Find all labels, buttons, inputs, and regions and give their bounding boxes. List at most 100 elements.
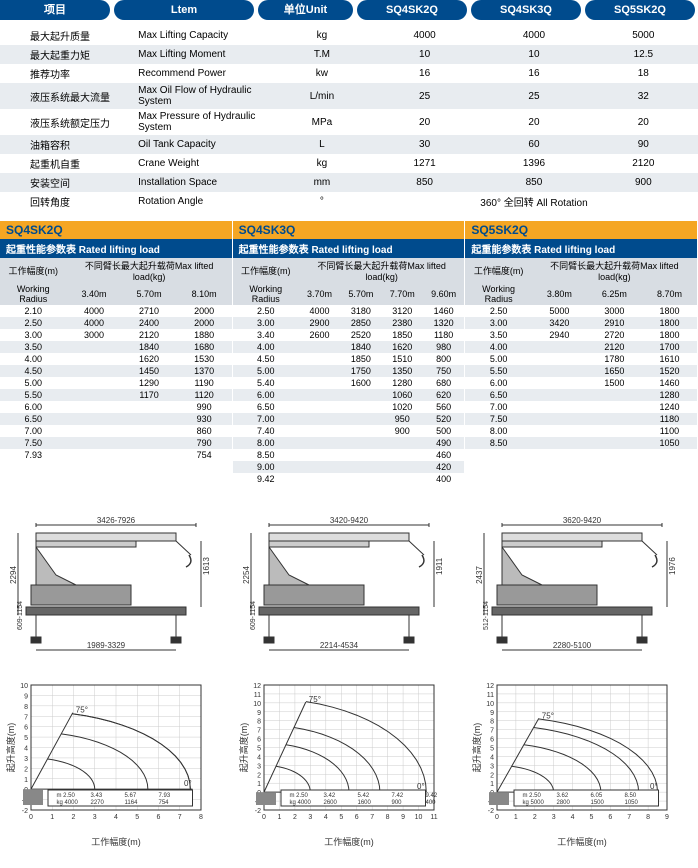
- cell: 3120: [382, 305, 423, 317]
- cell: 460: [423, 449, 464, 461]
- cell: 400: [423, 473, 464, 485]
- svg-text:4: 4: [490, 754, 494, 761]
- crane-diagram: 3420-9420 2254 1911 2214-4534 609-1154: [239, 515, 459, 655]
- svg-text:3: 3: [551, 814, 555, 821]
- svg-text:3.43: 3.43: [91, 793, 103, 799]
- cell: 1460: [423, 305, 464, 317]
- svg-text:0°: 0°: [184, 779, 192, 788]
- cell: [587, 425, 642, 437]
- svg-text:起升高度(m): 起升高度(m): [239, 723, 249, 773]
- spec-unit: MPa: [274, 109, 370, 135]
- cell: [122, 449, 177, 461]
- svg-text:8: 8: [490, 719, 494, 726]
- spec-zh: 液压系统额定压力: [0, 109, 134, 135]
- diagram-row: 3426-7926 2294 1613 1989-3329 609-1154 3…: [0, 515, 698, 655]
- cell: 7.50: [0, 437, 66, 449]
- cell: 1350: [382, 365, 423, 377]
- svg-text:4: 4: [24, 746, 28, 753]
- svg-text:1613: 1613: [202, 557, 211, 575]
- spec-val: 10: [479, 45, 588, 64]
- load-chart: 012345678-2-1012345678910 75°0° m 2.503.…: [6, 675, 206, 850]
- cell: 1020: [382, 401, 423, 413]
- cell: 620: [423, 389, 464, 401]
- svg-text:2600: 2600: [323, 800, 337, 806]
- col-hdr: 9.60m: [423, 283, 464, 305]
- svg-text:9.42: 9.42: [425, 793, 437, 799]
- svg-text:5.67: 5.67: [125, 793, 137, 799]
- cell: 4.50: [233, 353, 299, 365]
- chart-row: 012345678-2-1012345678910 75°0° m 2.503.…: [0, 675, 698, 855]
- svg-text:9: 9: [401, 814, 405, 821]
- svg-text:0: 0: [262, 814, 266, 821]
- spec-en: Recommend Power: [134, 64, 274, 83]
- col-hdr: 3.40m: [66, 283, 121, 305]
- cell: [299, 389, 340, 401]
- cell: 560: [423, 401, 464, 413]
- cell: [532, 353, 587, 365]
- svg-text:10: 10: [253, 701, 261, 708]
- svg-text:6: 6: [490, 737, 494, 744]
- cell: [122, 401, 177, 413]
- svg-text:7: 7: [178, 814, 182, 821]
- cell: [299, 461, 340, 473]
- cell: 1620: [122, 353, 177, 365]
- svg-text:1164: 1164: [125, 800, 139, 806]
- cell: [299, 401, 340, 413]
- cell: 1190: [177, 377, 232, 389]
- spec-en: Rotation Angle: [134, 192, 274, 211]
- spec-val: 10: [370, 45, 479, 64]
- model-name: SQ4SK3Q: [233, 221, 465, 239]
- svg-text:2800: 2800: [556, 800, 570, 806]
- svg-text:512-1154: 512-1154: [483, 601, 490, 630]
- cell: [340, 461, 381, 473]
- cell: 2520: [340, 329, 381, 341]
- cell: 754: [177, 449, 232, 461]
- cell: 8.50: [233, 449, 299, 461]
- svg-text:1911: 1911: [435, 557, 444, 575]
- lift-table: 工作幅度(m)不同臂长最大起升载荷Max lifted load(kg) Wor…: [0, 258, 232, 461]
- svg-text:754: 754: [159, 800, 170, 806]
- svg-text:3: 3: [257, 763, 261, 770]
- svg-text:3426-7926: 3426-7926: [97, 516, 136, 525]
- cell: 7.00: [465, 401, 531, 413]
- svg-text:-2: -2: [255, 808, 261, 815]
- cell: [532, 365, 587, 377]
- spec-en: Max Oil Flow of Hydraulic System: [134, 83, 274, 109]
- spec-val: 25: [370, 83, 479, 109]
- svg-text:m 2.50: m 2.50: [289, 793, 308, 799]
- cell: [532, 425, 587, 437]
- cell: 2000: [177, 317, 232, 329]
- cell: 1850: [382, 329, 423, 341]
- cell: 420: [423, 461, 464, 473]
- cell: 3.00: [465, 317, 531, 329]
- cell: 500: [423, 425, 464, 437]
- model-name: SQ5SK2Q: [465, 221, 697, 239]
- svg-text:5: 5: [589, 814, 593, 821]
- cell: 8.00: [233, 437, 299, 449]
- cell: 1460: [642, 377, 697, 389]
- svg-text:2: 2: [490, 772, 494, 779]
- svg-text:8: 8: [646, 814, 650, 821]
- cell: 1800: [642, 317, 697, 329]
- svg-text:5: 5: [24, 735, 28, 742]
- cell: [122, 425, 177, 437]
- cell: [340, 425, 381, 437]
- cell: 3.00: [0, 329, 66, 341]
- cell: [340, 437, 381, 449]
- cell: 1370: [177, 365, 232, 377]
- svg-text:7: 7: [24, 714, 28, 721]
- cell: [532, 437, 587, 449]
- spec-en: Oil Tank Capacity: [134, 135, 274, 154]
- svg-text:5: 5: [257, 746, 261, 753]
- cell: 3.00: [233, 317, 299, 329]
- cell: 1290: [122, 377, 177, 389]
- svg-text:1: 1: [277, 814, 281, 821]
- cell: 4.00: [465, 341, 531, 353]
- cell: 2.50: [465, 305, 531, 317]
- load-chart: 01234567891011-2-10123456789101112 75°0°…: [239, 675, 439, 850]
- spec-table: 最大起升质量Max Lifting Capacitykg400040005000…: [0, 26, 698, 211]
- svg-text:10: 10: [21, 683, 29, 690]
- spec-val: 360° 全回转 All Rotation: [370, 192, 698, 211]
- col-hdr: 8.10m: [177, 283, 232, 305]
- models-row: SQ4SK2Q 起重性能参数表 Rated lifting load 工作幅度(…: [0, 221, 698, 485]
